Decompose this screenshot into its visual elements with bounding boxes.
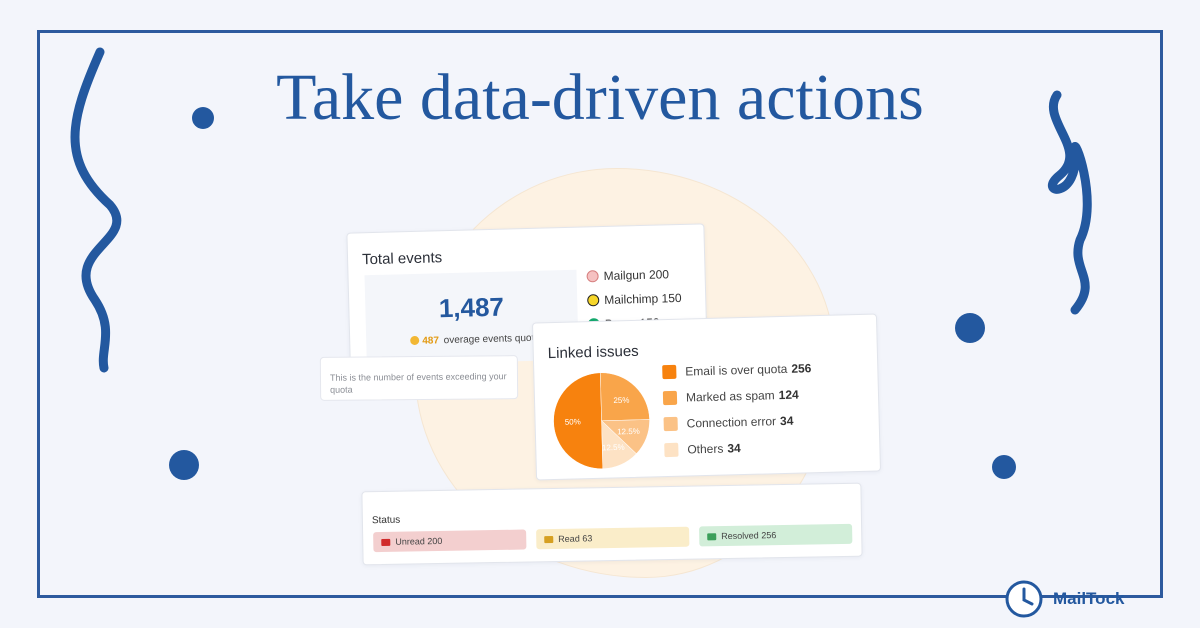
pie-slice-label: 12.5% <box>617 427 640 437</box>
pie-slice <box>553 372 604 469</box>
pie-slice <box>600 372 650 422</box>
issues-pie-chart: 50% 25% 12.5% 12.5% <box>553 372 650 469</box>
legend-swatch <box>664 442 679 458</box>
legend-swatch <box>663 416 678 432</box>
status-title: Status <box>371 514 401 527</box>
warning-icon <box>410 335 420 346</box>
outer-frame <box>37 30 1163 598</box>
provider-mailchimp: Mailchimp 150 <box>587 291 682 307</box>
status-card: Status Unread 200 Read 63 Resolved 256 <box>361 482 863 566</box>
provider-count: 200 <box>648 267 670 282</box>
clock-icon <box>1005 580 1043 618</box>
brand-name: MailTock <box>1053 589 1125 608</box>
legend-item-over-quota: Email is over quota 256 <box>662 361 812 380</box>
provider-name: Mailgun <box>603 267 646 283</box>
status-chip-unread[interactable]: Unread 200 <box>373 529 527 553</box>
chip-count: 256 <box>761 530 777 541</box>
open-envelope-icon <box>544 536 554 544</box>
overage-label: overage events quota <box>443 332 541 347</box>
legend-label: Email is over quota <box>685 361 788 379</box>
legend-count: 34 <box>727 441 741 456</box>
mailtock-logo: MailTock <box>1002 578 1150 620</box>
pie-slice-label: 12.5% <box>602 443 625 453</box>
legend-item-others: Others 34 <box>664 441 741 458</box>
status-chip-resolved[interactable]: Resolved 256 <box>699 523 853 547</box>
mailchimp-icon <box>587 294 600 307</box>
legend-swatch <box>662 390 678 406</box>
headline: Take data-driven actions <box>276 61 924 134</box>
chip-label: Resolved <box>721 530 759 542</box>
overage-count: 487 <box>422 335 440 347</box>
quota-tooltip: This is the number of events exceeding y… <box>319 355 519 401</box>
linked-issues-card: Linked issues 50% 25% 12.5% 12.5% Email is … <box>531 313 882 481</box>
legend-label: Connection error <box>686 414 777 431</box>
envelope-icon <box>381 538 391 547</box>
legend-item-spam: Marked as spam 124 <box>662 387 799 406</box>
legend-label: Others <box>687 441 724 457</box>
pie-slice-label: 50% <box>565 417 581 426</box>
total-events-count: 1,487 <box>438 291 505 324</box>
chip-label: Unread <box>395 536 425 547</box>
status-chip-read[interactable]: Read 63 <box>536 526 690 550</box>
mailgun-icon <box>586 270 599 283</box>
pie-slice <box>601 420 637 469</box>
chip-count: 63 <box>582 533 593 544</box>
total-events-title: Total events <box>361 249 443 269</box>
provider-mailgun: Mailgun 200 <box>586 267 669 283</box>
provider-name: Mailchimp <box>604 291 659 307</box>
linked-issues-title: Linked issues <box>547 342 639 363</box>
legend-count: 124 <box>778 387 799 403</box>
legend-item-connection-error: Connection error 34 <box>663 413 794 432</box>
legend-label: Marked as spam <box>685 388 775 405</box>
chip-label: Read <box>558 533 580 544</box>
legend-count: 34 <box>779 413 794 429</box>
legend-count: 256 <box>791 361 812 376</box>
pie-slice-label: 25% <box>613 396 629 405</box>
provider-count: 150 <box>661 290 682 306</box>
overage-line[interactable]: 487 overage events quota <box>410 333 540 347</box>
chip-count: 200 <box>427 535 443 547</box>
check-mail-icon <box>707 533 717 541</box>
legend-swatch <box>662 364 677 380</box>
